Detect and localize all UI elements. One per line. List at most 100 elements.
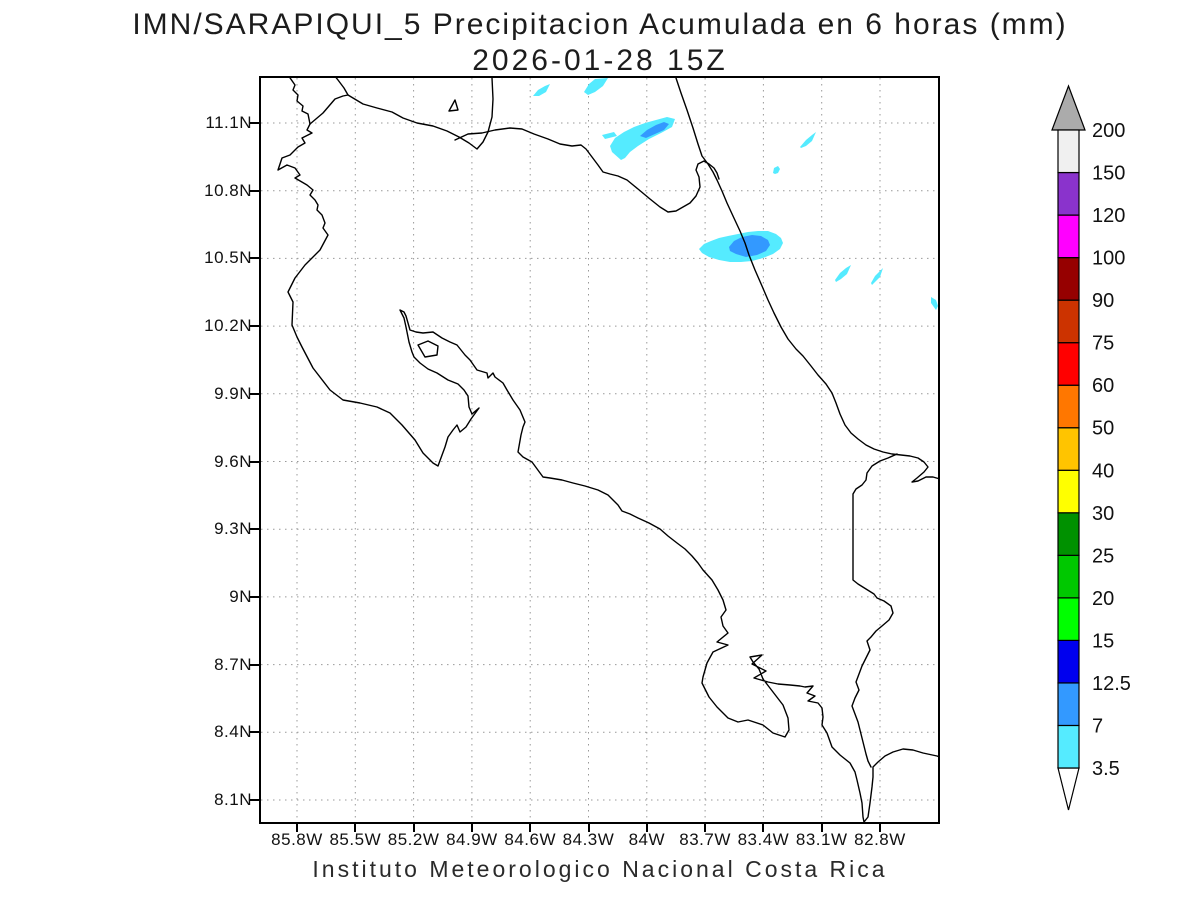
coastline (309, 78, 349, 125)
lat-tick-mark (250, 189, 259, 192)
lon-tick-mark (762, 824, 765, 832)
lat-tick-mark (250, 122, 259, 124)
lon-tick-label: 84.6W (504, 830, 557, 849)
coastline (448, 99, 459, 112)
coastline (417, 340, 439, 358)
lat-tick-mark (250, 392, 259, 395)
precip-cell-moderate (729, 235, 770, 257)
lat-tick-label: 8.4N (214, 722, 252, 742)
colorbar-segment (1057, 427, 1080, 471)
colorbar-level-label: 20 (1092, 588, 1114, 610)
colorbar-segment (1057, 639, 1080, 684)
lon-tick-mark (529, 824, 532, 832)
colorbar-segment (1057, 299, 1080, 344)
lon-tick-mark (704, 824, 707, 832)
colorbar-over-arrow (1051, 84, 1086, 131)
map-frame (259, 76, 940, 824)
lon-tick-label: 83.4W (737, 830, 790, 849)
lat-tick-label: 9.9N (214, 383, 252, 403)
colorbar-level-label: 12.5 (1092, 673, 1131, 695)
colorbar-legend: 3.5 7 12.5 15 20 25 30 40 50 60 75 90 100 120 150 200 (1051, 84, 1131, 811)
lat-tick-label: 10.8N (204, 180, 252, 200)
colorbar-level-label: 7 (1092, 715, 1103, 737)
lon-tick-mark (645, 824, 648, 832)
precip-cell-light (773, 166, 780, 174)
colorbar-segment (1057, 682, 1080, 727)
precip-cell-light (835, 265, 851, 282)
colorbar-segment (1057, 129, 1080, 174)
lon-tick-mark (354, 824, 357, 832)
colorbar-level-label: 75 (1092, 333, 1114, 355)
lat-tick-mark (250, 460, 259, 463)
lon-tick-mark (587, 824, 590, 832)
lat-tick-label: 8.7N (214, 654, 252, 674)
precip-cell-light (931, 297, 938, 310)
lon-tick-mark (412, 824, 415, 832)
precip-cell-light (584, 78, 608, 95)
lon-tick-label: 85.2W (387, 830, 440, 849)
colorbar-segment (1057, 724, 1080, 769)
colorbar-segment (1057, 214, 1080, 259)
coastline (277, 78, 938, 822)
lat-tick-label: 11.1N (205, 113, 252, 132)
map-canvas (261, 78, 938, 822)
lat-tick-label: 8.1N (214, 790, 252, 809)
colorbar-level-label: 3.5 (1092, 758, 1120, 780)
lat-tick-mark (250, 528, 259, 531)
colorbar-level-label: 120 (1092, 205, 1125, 227)
lon-tick-label: 84W (628, 830, 666, 849)
precip-cell-moderate (640, 122, 669, 138)
precip-cell-light (800, 132, 816, 148)
lat-tick-mark (250, 595, 259, 598)
lon-tick-label: 85.5W (329, 830, 382, 849)
lat-tick-mark (250, 731, 259, 734)
lat-tick-mark (250, 799, 259, 801)
lat-tick-mark (250, 663, 259, 666)
lon-tick-mark (820, 824, 823, 832)
colorbar-level-label: 100 (1092, 248, 1125, 270)
colorbar-segment (1057, 597, 1080, 641)
colorbar-level-label: 40 (1092, 460, 1114, 482)
colorbar-level-label: 200 (1092, 120, 1125, 142)
lat-tick-label: 9.3N (214, 519, 252, 539)
colorbar-segment (1057, 342, 1080, 386)
lon-tick-label: 85.8W (271, 830, 323, 849)
colorbar-level-label: 30 (1092, 503, 1114, 525)
lat-tick-label: 10.5N (204, 248, 252, 268)
coastline (675, 78, 938, 483)
colorbar-level-label: 15 (1092, 630, 1114, 652)
colorbar-segment (1057, 257, 1080, 301)
colorbar-level-label: 50 (1092, 418, 1114, 440)
precip-cell-light (602, 132, 617, 139)
colorbar-segment (1057, 469, 1080, 514)
lon-tick-label: 83.7W (679, 830, 731, 849)
colorbar-level-label: 60 (1092, 375, 1114, 397)
lon-tick-label: 84.9W (446, 830, 498, 849)
lon-tick-mark (296, 824, 298, 832)
colorbar-segment (1057, 171, 1080, 216)
colorbar-level-label: 90 (1092, 290, 1114, 312)
lat-tick-label: 9N (229, 586, 252, 606)
lat-tick-label: 9.6N (214, 451, 252, 471)
coastline (454, 127, 720, 213)
lon-tick-label: 83.1W (795, 830, 848, 849)
precip-cell-light (533, 84, 550, 96)
colorbar-level-label: 150 (1092, 163, 1125, 185)
precip-cell-light (871, 268, 883, 285)
lon-tick-label: 82.8W (854, 830, 906, 849)
lon-tick-mark (470, 824, 473, 832)
coastline (347, 78, 494, 150)
colorbar-level-label: 25 (1092, 545, 1114, 567)
lon-tick-mark (879, 824, 881, 832)
lon-tick-label: 84.3W (562, 830, 615, 849)
lat-tick-label: 10.2N (204, 316, 252, 336)
colorbar-under-arrow (1057, 767, 1080, 811)
colorbar-segment (1057, 554, 1080, 599)
footer-caption: Instituto Meteorologico Nacional Costa R… (312, 856, 888, 882)
lat-tick-mark (250, 325, 259, 328)
colorbar-segment (1057, 512, 1080, 556)
figure-datetime: 2026-01-28 15Z (472, 44, 728, 77)
lat-tick-mark (250, 257, 259, 260)
figure-title: IMN/SARAPIQUI_5 Precipitacion Acumulada … (132, 8, 1068, 41)
